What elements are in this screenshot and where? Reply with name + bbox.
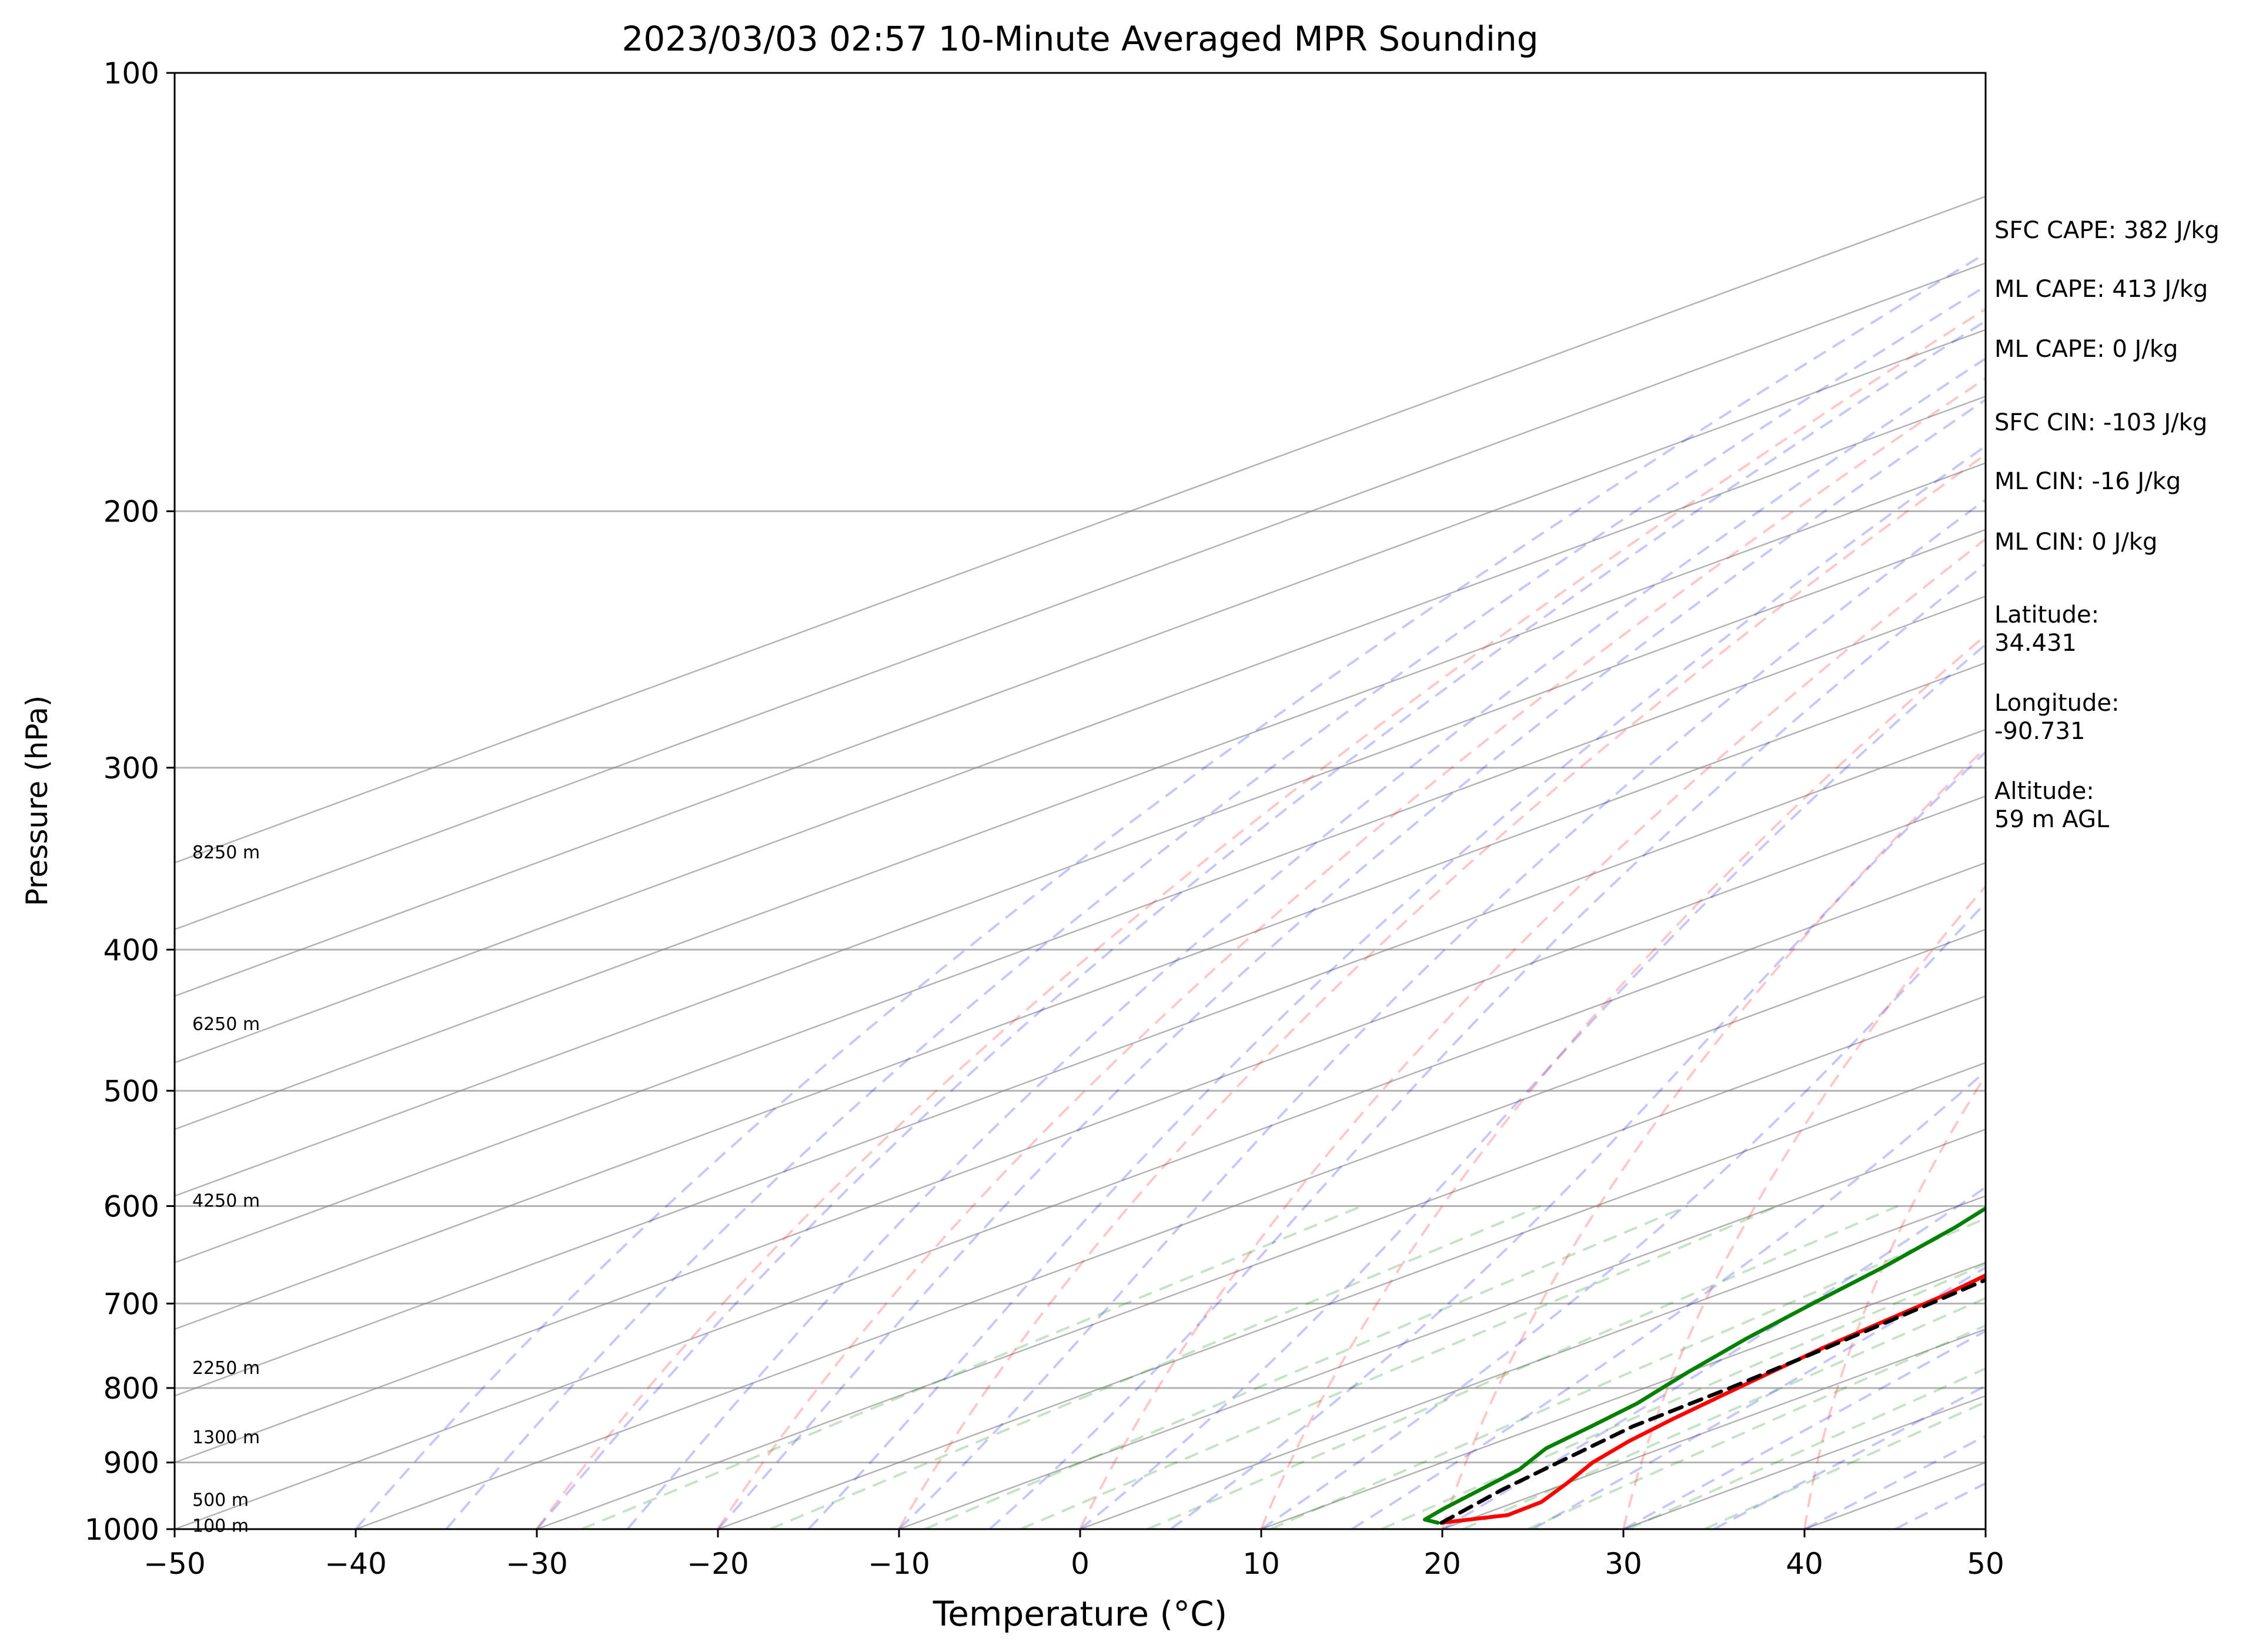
y-tick-label: 900 — [103, 1446, 159, 1480]
mixing-ratio-line — [1527, 1324, 1986, 1529]
x-tick-label: −20 — [687, 1547, 749, 1581]
mixing-ratio-line — [1462, 1296, 1986, 1529]
height-label: 1300 m — [192, 1427, 260, 1448]
moist-adiabat-line — [626, 357, 1986, 1529]
isotherm-line — [175, 462, 1986, 1131]
height-labels: 100 m 500 m 1300 m 2250 m 4250 m 6250 m 8250 m — [192, 842, 260, 1537]
mixing-ratio-line — [1147, 1205, 1899, 1529]
latitude-annotation: Latitude: 34.431 — [1994, 601, 2100, 657]
isotherm-line — [898, 1128, 1986, 1529]
y-tick-label: 300 — [103, 751, 159, 785]
isotherm-line — [175, 728, 1986, 1397]
dry-adiabat-line — [1260, 633, 1986, 1529]
axis-ticks: −50 −40 −30 −20 −10 0 10 20 30 40 50 100 200 300 400 50… — [85, 56, 2004, 1581]
height-label: 2250 m — [192, 1358, 260, 1379]
longitude-annotation: Longitude: -90.731 — [1994, 690, 2120, 745]
moist-adiabat-line — [1260, 901, 1986, 1529]
isotherm-line — [175, 862, 1986, 1529]
x-tick-label: 0 — [1071, 1547, 1090, 1581]
dry-adiabat-line — [898, 453, 1986, 1529]
parcel-profile-line — [1439, 1278, 1986, 1525]
height-label: 6250 m — [192, 1014, 260, 1035]
x-tick-label: 50 — [1967, 1547, 2004, 1581]
y-tick-label: 500 — [103, 1074, 159, 1108]
mixing-ratio-line — [1020, 1205, 1779, 1529]
ml-cin-annotation: ML CIN: -16 J/kg — [1994, 468, 2181, 495]
altitude-annotation: Altitude: 59 m AGL — [1994, 778, 2110, 833]
x-tick-label: 20 — [1423, 1547, 1461, 1581]
isotherm-line — [355, 928, 1986, 1529]
y-tick-label: 200 — [103, 495, 159, 529]
grid-layer — [175, 73, 1986, 1529]
moist-adiabat-line — [717, 398, 1986, 1529]
series-layer — [1423, 1206, 1986, 1525]
moist-adiabat-line — [1623, 1329, 1986, 1529]
isotherm-line — [175, 795, 1986, 1463]
isotherm-line — [175, 262, 1986, 931]
isotherm-line — [536, 995, 1986, 1529]
x-tick-label: 10 — [1242, 1547, 1280, 1581]
mixing-ratio-line — [769, 1205, 1541, 1529]
moist-adiabat-line — [807, 444, 1986, 1529]
x-tick-label: 40 — [1786, 1547, 1823, 1581]
y-tick-label: 400 — [103, 933, 159, 967]
moist-adiabat-line — [898, 498, 1986, 1529]
chart-title: 2023/03/03 02:57 10-Minute Averaged MPR … — [621, 19, 1538, 59]
mixing-ratio-line — [924, 1205, 1688, 1529]
sfc-cape-annotation: SFC CAPE: 382 J/kg — [1994, 217, 2220, 244]
moist-adiabat-line — [1351, 1069, 1986, 1529]
dry-adiabat-line — [717, 377, 1986, 1529]
y-tick-label: 800 — [103, 1372, 159, 1406]
moist-adiabat-line — [1532, 1266, 1986, 1529]
x-tick-label: −10 — [868, 1547, 930, 1581]
dry-adiabat-line — [1622, 884, 1986, 1529]
y-axis-label: Pressure (hPa) — [20, 695, 54, 907]
isotherm-line — [717, 1062, 1986, 1529]
isotherm-line — [1080, 1195, 1986, 1529]
y-tick-label: 100 — [103, 56, 159, 91]
isotherm-line — [175, 529, 1986, 1197]
x-axis-label: Temperature (°C) — [933, 1594, 1228, 1634]
ml-cape-annotation: ML CAPE: 413 J/kg — [1994, 276, 2208, 303]
isotherm-line — [175, 395, 1986, 1064]
isotherm-line — [175, 329, 1986, 997]
x-tick-label: −40 — [325, 1547, 387, 1581]
temperature-line — [1439, 1273, 1986, 1525]
dry-adiabat-line — [1441, 746, 1986, 1529]
moist-adiabat-line — [445, 285, 1986, 1529]
moist-adiabat-line — [1079, 643, 1986, 1529]
moist-adiabat-line — [1169, 750, 1986, 1529]
mixing-ratio-line — [1381, 1262, 1986, 1529]
dry-adiabat-line — [1079, 537, 1986, 1529]
moist-adiabat-line — [536, 319, 1986, 1529]
isotherm-line — [1261, 1262, 1986, 1529]
y-tick-label: 700 — [103, 1287, 159, 1321]
x-tick-label: −30 — [506, 1547, 568, 1581]
isotherm-line — [175, 662, 1986, 1330]
mixing-ratio-line — [581, 1205, 1362, 1529]
isotherm-line — [175, 595, 1986, 1263]
x-tick-label: 30 — [1605, 1547, 1642, 1581]
height-label: 100 m — [192, 1516, 249, 1537]
height-label: 8250 m — [192, 842, 260, 863]
height-label: 4250 m — [192, 1190, 260, 1211]
moist-adiabat-line — [355, 252, 1986, 1529]
y-tick-label: 1000 — [85, 1513, 159, 1547]
mixing-ratio-line — [1627, 1367, 1986, 1529]
thermo-lines-layer — [355, 252, 1986, 1529]
ml-cape-annotation-2: ML CAPE: 0 J/kg — [1994, 336, 2178, 363]
isotherm-line — [175, 195, 1986, 864]
height-label: 500 m — [192, 1490, 249, 1510]
ml-cin-annotation-2: ML CIN: 0 J/kg — [1994, 529, 2158, 556]
dry-adiabat-line — [1803, 1073, 1986, 1529]
dewpoint-line — [1423, 1206, 1986, 1525]
moist-adiabat-line — [988, 562, 1986, 1529]
y-tick-label: 600 — [103, 1189, 159, 1223]
x-tick-label: −50 — [143, 1547, 206, 1581]
sfc-cin-annotation: SFC CIN: -103 J/kg — [1994, 409, 2208, 436]
